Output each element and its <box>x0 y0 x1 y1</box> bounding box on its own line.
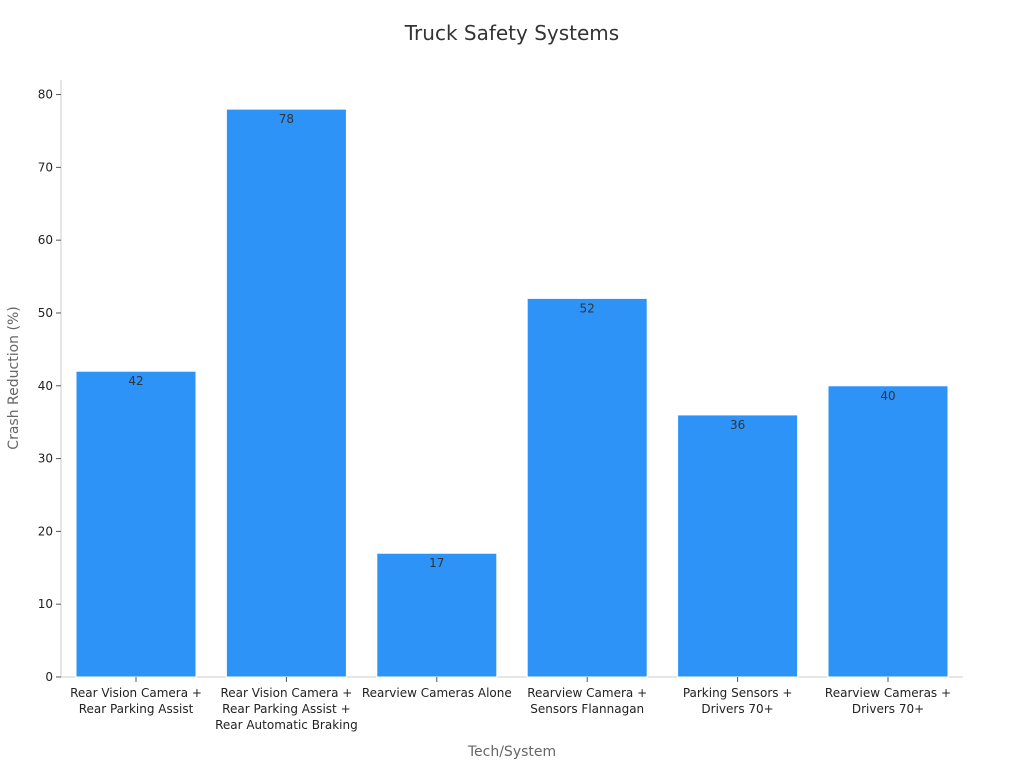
y-tick-label: 50 <box>38 306 53 320</box>
x-tick-label: Parking Sensors + Drivers 70+ <box>683 686 793 716</box>
x-tick-label-line: Drivers 70+ <box>701 702 773 716</box>
bar-value-label: 42 <box>128 374 143 388</box>
bar <box>827 385 949 678</box>
bar-value-label: 40 <box>880 389 895 403</box>
bar <box>225 108 347 678</box>
x-tick-label: Rear Vision Camera + Rear Parking Assist … <box>215 686 358 732</box>
y-tick-label: 10 <box>38 597 53 611</box>
bar-value-label: 52 <box>580 301 595 315</box>
y-tick-label: 70 <box>38 160 53 174</box>
x-axis-title: Tech/System <box>467 744 556 760</box>
x-tick-label-line: Rear Vision Camera + <box>220 686 352 700</box>
x-tick-label: Rearview Cameras Alone <box>362 686 512 700</box>
x-tick-label-line: Rear Parking Assist + <box>222 702 350 716</box>
x-tick-label-line: Rear Parking Assist <box>79 702 194 716</box>
y-tick-label: 60 <box>38 233 53 247</box>
y-tick-label: 20 <box>38 524 53 538</box>
bar <box>376 552 498 678</box>
bar-value-label: 78 <box>279 112 294 126</box>
bar <box>526 297 648 678</box>
bar <box>677 414 799 678</box>
y-tick-label: 40 <box>38 379 53 393</box>
x-tick-label-line: Rearview Cameras Alone <box>362 686 512 700</box>
bar-value-label: 36 <box>730 418 745 432</box>
x-tick-label-line: Rearview Camera + <box>527 686 647 700</box>
x-tick-label: Rearview Camera + Sensors Flannagan <box>527 686 647 716</box>
bars <box>75 108 949 678</box>
chart-title: Truck Safety Systems <box>404 21 619 45</box>
x-tick-label-line: Sensors Flannagan <box>530 702 644 716</box>
y-axis-title: Crash Reduction (%) <box>6 306 22 449</box>
bar <box>75 370 197 678</box>
x-tick-label-line: Drivers 70+ <box>852 702 924 716</box>
data-labels: 42 78 17 52 36 40 <box>128 112 895 570</box>
x-tick-label-line: Parking Sensors + <box>683 686 793 700</box>
y-ticks: 0 10 20 30 40 50 60 70 80 <box>38 88 61 684</box>
y-tick-label: 30 <box>38 452 53 466</box>
x-tick-label: Rearview Cameras + Drivers 70+ <box>825 686 951 716</box>
x-tick-label-line: Rear Vision Camera + <box>70 686 202 700</box>
x-tick-label: Rear Vision Camera + Rear Parking Assist <box>70 686 202 716</box>
x-tick-labels: Rear Vision Camera + Rear Parking AssistR… <box>70 677 951 732</box>
y-tick-label: 80 <box>38 88 53 102</box>
bar-value-label: 17 <box>429 556 444 570</box>
x-tick-label-line: Rearview Cameras + <box>825 686 951 700</box>
y-tick-label: 0 <box>45 670 53 684</box>
x-tick-label-line: Rear Automatic Braking <box>215 718 358 732</box>
axes <box>60 80 963 678</box>
